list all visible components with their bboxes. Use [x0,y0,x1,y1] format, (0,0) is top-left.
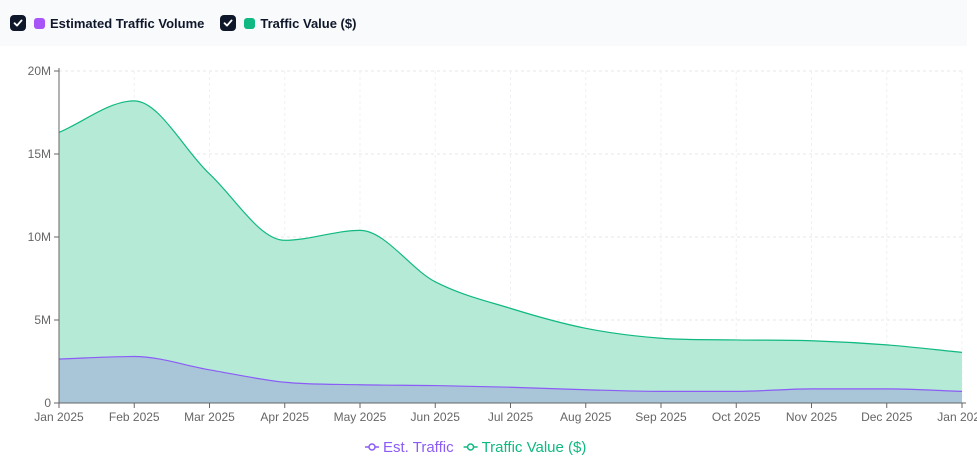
x-tick-label: May 2025 [334,410,387,424]
x-tick-label: Jun 2025 [411,410,461,424]
series-line-est-traffic [58,355,963,392]
x-tick-label: Jul 2025 [488,410,534,424]
area-fill-traffic-value [59,100,962,403]
x-tick-label: Nov 2025 [786,410,838,424]
series-color-swatch [34,17,45,29]
x-tick-label: Oct 2025 [712,410,761,424]
x-tick-label: Dec 2025 [861,410,913,424]
x-tick-label: Mar 2025 [184,410,235,424]
y-tick-label: 0 [44,396,51,410]
checkbox-checked-icon[interactable] [220,15,237,31]
chart-legend: Est. Traffic Traffic Value ($) [365,439,586,456]
x-tick-label: Aug 2025 [560,410,612,424]
series-toggle-label: Traffic Value ($) [260,15,357,31]
series-toggle-bar: Estimated Traffic Volume Traffic Value ($… [0,0,967,46]
x-tick-label: Apr 2025 [260,410,309,424]
chart-svg: 0 5M 10M 15M 20M Jan 2025 Feb 2025 Mar 2025 Apr … [28,64,977,456]
legend-label: Traffic Value ($) [482,439,587,456]
legend-label: Est. Traffic [383,439,454,456]
x-tick-label: Jan 2025 [34,410,84,424]
series-line-traffic-value [58,100,963,353]
series-color-swatch [244,17,256,29]
y-tick-label: 20M [28,64,51,78]
y-tick-label: 10M [28,230,51,244]
x-tick-label: Sep 2025 [635,410,687,424]
area-chart: 0 5M 10M 15M 20M Jan 2025 Feb 2025 Mar 2025 Apr … [0,46,977,470]
legend-marker-icon [368,443,376,451]
series-toggle-label: Estimated Traffic Volume [50,15,205,31]
checkbox-checked-icon[interactable] [10,15,26,31]
y-tick-label: 15M [28,147,51,161]
series-toggle-1[interactable]: Traffic Value ($) [220,15,356,31]
legend-marker-icon [466,443,475,451]
x-tick-label: Feb 2025 [109,410,160,424]
series-toggle-0[interactable]: Estimated Traffic Volume [10,15,204,31]
x-tick-label: Jan 2026 [937,410,977,424]
y-tick-label: 5M [34,313,51,327]
